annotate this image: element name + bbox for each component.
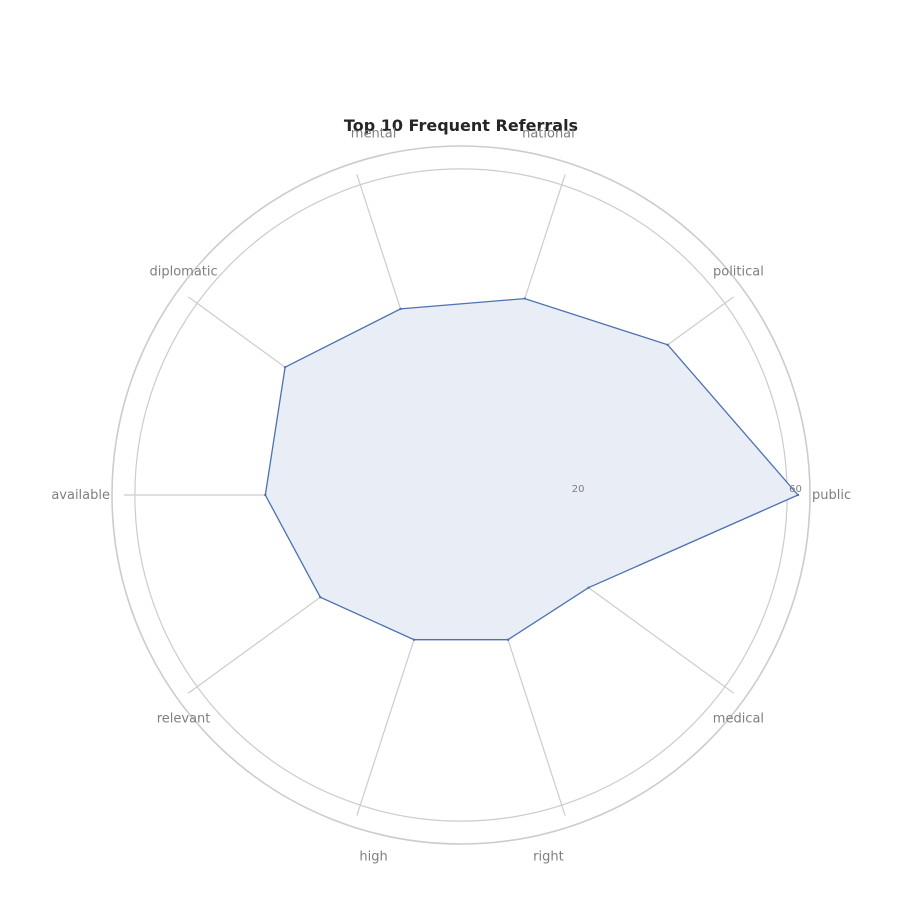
- data-point-political: [666, 343, 669, 347]
- axis-label-right: right: [533, 849, 564, 864]
- label-layer: public political national mental diplomatic a…: [51, 127, 851, 865]
- tick-label-60: 60: [789, 484, 802, 495]
- data-point-mental: [399, 307, 402, 311]
- axis-label-political: political: [713, 265, 764, 280]
- data-point-national: [523, 297, 527, 300]
- data-point-relevant: [319, 596, 322, 599]
- data-layer: [264, 297, 800, 641]
- data-point-right: [506, 638, 510, 641]
- data-point-diplomatic: [283, 366, 287, 369]
- axis-label-relevant: relevant: [157, 711, 211, 726]
- axis-label-public: public: [812, 488, 851, 503]
- axis-label-diplomatic: diplomatic: [149, 265, 217, 280]
- data-point-available: [264, 493, 267, 497]
- axis-label-medical: medical: [713, 711, 764, 726]
- data-point-medical: [587, 586, 590, 589]
- axis-label-mental: mental: [351, 127, 397, 142]
- axis-label-available: available: [51, 488, 110, 503]
- tick-label-20: 20: [572, 484, 585, 495]
- data-point-public: [796, 493, 800, 497]
- series-polygon-0: [264, 297, 800, 641]
- axis-label-national: national: [522, 127, 575, 142]
- outer-ring: [111, 145, 811, 845]
- axis-label-high: high: [359, 849, 387, 864]
- chart-title: Top 10 Frequent Referrals: [344, 116, 578, 135]
- data-point-high: [412, 638, 416, 641]
